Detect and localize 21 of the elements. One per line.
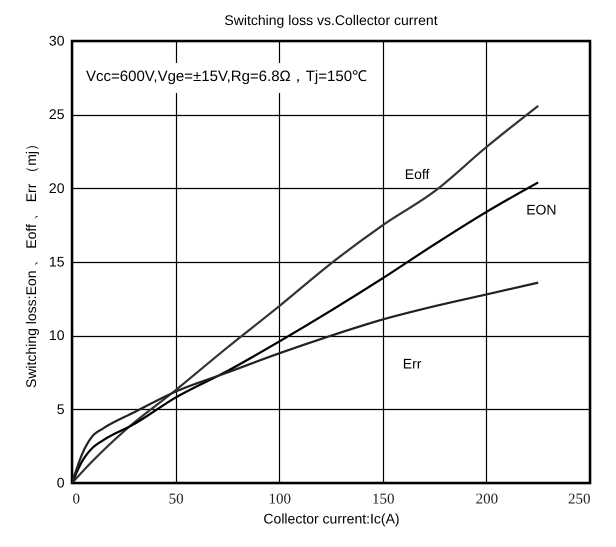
y-tick-label: 15 [48,254,65,270]
annotation: Vcc=600V,Vge=±15V,Rg=6.8Ω，Tj=150℃ [86,68,368,85]
y-tick-label: 25 [48,106,65,122]
line-series [72,282,540,483]
y-tick-label: 30 [48,32,65,48]
y-tick-label: 5 [56,400,65,417]
series-label: Eoff [404,166,430,182]
x-tick-label: 150 [372,492,395,508]
y-tick-label: 10 [48,327,65,344]
series-label: EON [526,201,557,218]
x-tick-label: 200 [476,492,498,508]
x-tick-label: 50 [168,492,184,508]
x-tick-label: 250 [568,492,590,508]
y-axis-title: Switching loss:Eon 、 Eoff 、 Err （mj） [22,136,39,388]
text: Err [402,355,422,372]
y-tick-label: 0 [56,474,65,490]
x-tick-label: 0 [72,492,80,508]
x-axis-title: Collector current:Ic(A) [263,510,400,526]
y-tick-label: 20 [48,180,65,196]
x-tick-label: 100 [268,492,291,508]
chart-title: Switching loss vs.Collector current [224,12,438,28]
